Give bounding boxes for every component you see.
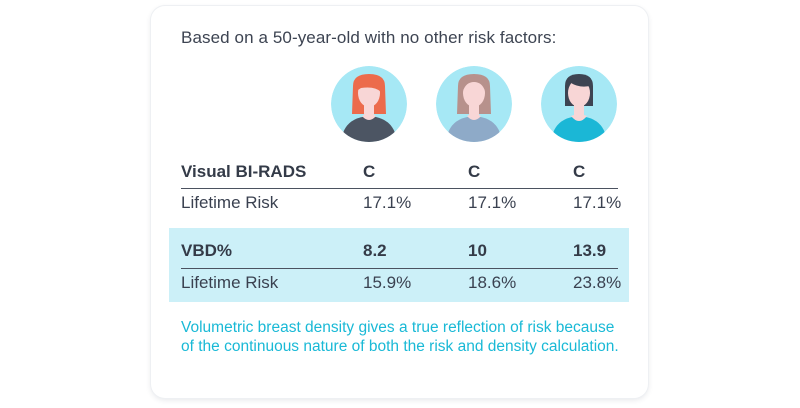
vbd-risk-1: 15.9% xyxy=(363,273,412,292)
birads-value-2: C xyxy=(468,162,481,181)
vbd-value-1: 8.2 xyxy=(363,241,387,260)
birads-row: Visual BI-RADS C C C xyxy=(181,157,618,187)
birads-risk-1: 17.1% xyxy=(363,193,412,212)
vbd-risk-row: Lifetime Risk 15.9% 18.6% 23.8% xyxy=(181,268,622,298)
birads-divider xyxy=(181,188,618,189)
vbd-label: VBD% xyxy=(181,241,233,260)
vbd-risk-2: 18.6% xyxy=(468,273,517,292)
birads-label: Visual BI-RADS xyxy=(181,162,307,181)
intro-text: Based on a 50-year-old with no other ris… xyxy=(181,28,557,47)
woman-dark-hair-icon xyxy=(541,66,617,142)
birads-risk-2: 17.1% xyxy=(468,193,517,212)
vbd-row: VBD% 8.2 10 13.9 xyxy=(181,236,618,266)
footnote-text: Volumetric breast density gives a true r… xyxy=(181,319,619,355)
woman-brown-hair-icon xyxy=(436,66,512,142)
birads-risk-3: 17.1% xyxy=(573,193,622,212)
vbd-divider xyxy=(181,268,618,269)
vbd-risk-label: Lifetime Risk xyxy=(181,273,279,292)
birads-value-3: C xyxy=(573,162,586,181)
vbd-value-3: 13.9 xyxy=(573,241,607,260)
woman-red-hair-icon xyxy=(331,66,407,142)
birads-value-1: C xyxy=(363,162,376,181)
vbd-risk-3: 23.8% xyxy=(573,273,622,292)
birads-risk-row: Lifetime Risk 17.1% 17.1% 17.1% xyxy=(181,188,622,218)
risk-card: Based on a 50-year-old with no other ris… xyxy=(151,6,648,398)
vbd-value-2: 10 xyxy=(468,241,487,260)
birads-risk-label: Lifetime Risk xyxy=(181,193,279,212)
vbd-highlight-band xyxy=(169,228,629,302)
